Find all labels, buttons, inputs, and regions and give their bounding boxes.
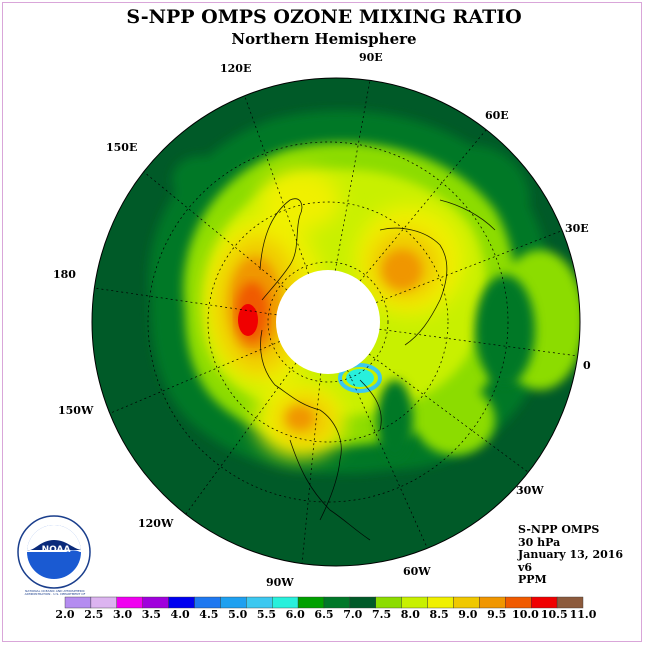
noaa-logo (17, 515, 91, 589)
info-level: 30 hPa (518, 535, 561, 549)
colorbar-tick-label: 9.0 (458, 608, 478, 621)
colorbar-tick-label: 3.0 (112, 608, 133, 621)
colorbar-tick-label: 8.5 (429, 608, 449, 621)
meridian-line (334, 80, 371, 271)
colorbar-tick-label: 4.5 (199, 608, 219, 621)
colorbar (64, 596, 584, 609)
colorbar-swatch (349, 596, 376, 609)
colorbar-tick-label: 5.0 (228, 608, 248, 621)
colorbar-tick-label: 3.5 (141, 608, 161, 621)
map-subtitle: Northern Hemisphere (231, 30, 417, 48)
meridian-lines (94, 80, 578, 564)
colorbar-tick-label: 8.0 (400, 608, 420, 621)
colorbar-tick-label: 10.0 (512, 608, 539, 621)
colorbar-tick-label: 7.0 (343, 608, 363, 621)
colorbar-swatch (453, 596, 480, 609)
meridian-line (244, 95, 309, 274)
colorbar-swatch (90, 596, 118, 609)
colorbar-tick-label: 10.5 (540, 608, 568, 621)
info-version: v6 (518, 560, 533, 574)
lon-label-150w: 150W (58, 404, 94, 417)
colorbar-swatch (323, 596, 351, 609)
colorbar-swatch (116, 596, 143, 609)
colorbar-tick-label: 4.0 (170, 608, 190, 621)
colorbar-swatch (401, 596, 428, 609)
colorbar-swatch (64, 596, 92, 609)
lon-label-0: 0 (583, 359, 591, 372)
colorbar-swatch (272, 596, 299, 609)
colorbar-swatch (246, 596, 273, 609)
colorbar-swatch (168, 596, 195, 609)
info-instrument: S-NPP OMPS (518, 523, 600, 536)
hemisphere-outline (91, 77, 581, 567)
colorbar-tick-label: 2.5 (84, 608, 104, 621)
lon-label-60w: 60W (403, 565, 431, 578)
lon-label-90w: 90W (266, 576, 294, 589)
colorbar-swatch (505, 596, 532, 609)
ozone-field (92, 78, 580, 566)
lon-label-30w: 30W (516, 484, 544, 497)
meridian-line (109, 341, 280, 414)
lon-label-60e: 60E (485, 109, 509, 122)
meridian-line (301, 373, 322, 564)
colorbar-swatch (194, 596, 221, 609)
noaa-logo-ring-text: NATIONAL OCEANIC AND ATMOSPHERIC ADMINIS… (24, 590, 86, 596)
meridian-line (368, 353, 529, 473)
noaa-logo-text: NOAA (41, 545, 71, 555)
colorbar-tick-label: 2.0 (55, 608, 75, 621)
meridian-line (94, 287, 277, 316)
colorbar-tick-label: 9.5 (487, 608, 507, 621)
colorbar-tick-label: 6.5 (314, 608, 334, 621)
lon-label-180: 180 (53, 268, 76, 281)
info-units: PPM (518, 573, 547, 586)
info-date: January 13, 2016 (518, 548, 624, 561)
colorbar-swatch (479, 596, 506, 609)
colorbar-swatch (220, 596, 247, 609)
colorbar-swatch (531, 596, 558, 609)
meridian-line (376, 230, 563, 303)
lon-label-90e: 90E (359, 51, 383, 64)
meridian-line (143, 171, 288, 291)
lon-label-150e: 150E (106, 141, 138, 154)
meridian-line (185, 362, 297, 515)
colorbar-tick-label: 11.0 (569, 608, 597, 621)
map-title: S-NPP OMPS OZONE MIXING RATIO (126, 6, 522, 28)
lon-label-120e: 120E (220, 62, 252, 75)
info-block: S-NPP OMPS 30 hPa January 13, 2016 v6 PP… (518, 523, 624, 587)
lon-label-120w: 120W (138, 517, 174, 530)
lon-label-30e: 30E (565, 222, 589, 235)
colorbar-tick-label: 7.5 (371, 608, 392, 621)
colorbar-swatch (427, 596, 454, 609)
colorbar-swatch (142, 596, 169, 609)
colorbar-swatch (556, 596, 584, 609)
colorbar-tick-label: 6.0 (285, 608, 305, 621)
colorbar-swatch (375, 596, 402, 609)
colorbar-swatch (297, 596, 325, 609)
colorbar-tick-label: 5.5 (256, 608, 277, 621)
meridian-line (379, 328, 578, 357)
